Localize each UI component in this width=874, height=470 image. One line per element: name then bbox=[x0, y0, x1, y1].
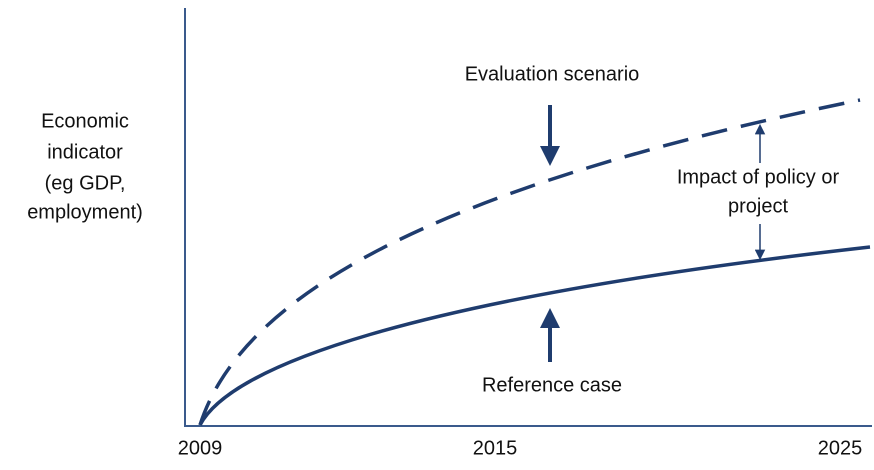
evaluation-label: Evaluation scenario bbox=[465, 63, 640, 85]
x-tick-label: 2025 bbox=[818, 437, 863, 459]
reference-label: Reference case bbox=[482, 374, 622, 396]
x-tick-label: 2015 bbox=[473, 437, 518, 459]
evaluation-curve bbox=[198, 98, 861, 426]
y-axis-label: indicator bbox=[47, 141, 123, 163]
y-axis-label: employment) bbox=[27, 201, 143, 223]
y-axis-label: (eg GDP, bbox=[45, 172, 126, 194]
x-tick-label: 2009 bbox=[178, 437, 223, 459]
reference-curve bbox=[198, 245, 871, 426]
y-axis-label: Economic bbox=[41, 110, 129, 132]
impact-label: project bbox=[728, 195, 788, 217]
impact-label: Impact of policy or bbox=[677, 166, 840, 188]
